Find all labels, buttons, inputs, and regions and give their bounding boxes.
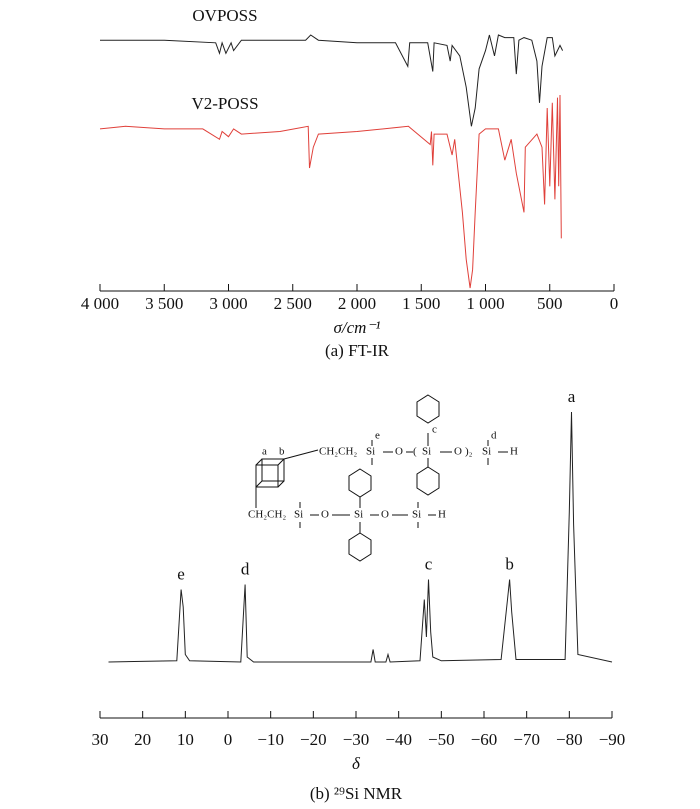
x-tick-label: −50 xyxy=(428,730,455,749)
x-tick-label: 10 xyxy=(177,730,194,749)
x-tick-label: −80 xyxy=(556,730,583,749)
atom-label: CH₂CH₂ xyxy=(319,446,357,458)
atom-label: O xyxy=(395,446,403,458)
phenyl xyxy=(416,394,440,424)
atom-label: O xyxy=(454,446,462,458)
series-label: OVPOSS xyxy=(192,6,257,25)
series-label: V2-POSS xyxy=(191,94,258,113)
x-tick-label: 3 000 xyxy=(209,294,247,313)
atom-label: Si xyxy=(422,446,431,458)
atom-label: a xyxy=(262,446,267,458)
x-tick-label: −90 xyxy=(599,730,626,749)
x-tick-label: 2 000 xyxy=(338,294,376,313)
x-tick-label: 2 500 xyxy=(274,294,312,313)
atom-label: Si xyxy=(366,446,375,458)
peak-label: b xyxy=(505,554,514,573)
x-tick-label: 3 500 xyxy=(145,294,183,313)
atom-label: O xyxy=(381,509,389,521)
atom-label: Si xyxy=(294,509,303,521)
atom-label: H xyxy=(438,509,446,521)
atom-label: )₂ xyxy=(465,446,473,458)
x-axis-label: σ/cm⁻¹ xyxy=(334,318,381,337)
bond xyxy=(283,449,319,460)
spectrum-line xyxy=(100,34,564,127)
phenyl xyxy=(416,466,440,496)
atom-label: CH₂CH₂ xyxy=(248,509,286,521)
caption: (a) FT-IR xyxy=(325,341,390,360)
peak-label: c xyxy=(425,554,433,573)
cube xyxy=(255,458,285,488)
atom-label: Si xyxy=(354,509,363,521)
x-tick-label: −70 xyxy=(513,730,540,749)
caption: (b) ²⁹Si NMR xyxy=(310,784,403,803)
atom-label: H xyxy=(510,446,518,458)
atom-label: d xyxy=(491,430,497,442)
x-axis-label: δ xyxy=(352,754,361,773)
x-tick-label: 0 xyxy=(224,730,233,749)
atom-label: e xyxy=(375,430,380,442)
peak-label: a xyxy=(568,387,576,406)
x-tick-label: −60 xyxy=(471,730,498,749)
atom-label: O xyxy=(321,509,329,521)
x-tick-label: −30 xyxy=(343,730,370,749)
peak-label: e xyxy=(177,564,185,583)
phenyl xyxy=(348,532,372,562)
x-tick-label: 1 000 xyxy=(466,294,504,313)
atom-label: b xyxy=(279,446,285,458)
x-tick-label: 4 000 xyxy=(81,294,119,313)
structure: a b CH₂CH₂ Si e O ( Si c O )₂ Si d H CH₂… xyxy=(248,394,518,562)
x-tick-label: 30 xyxy=(92,730,109,749)
atom-label: Si xyxy=(412,509,421,521)
phenyl xyxy=(348,468,372,498)
x-tick-label: −10 xyxy=(257,730,284,749)
atom-label: ( xyxy=(413,446,417,458)
x-tick-label: 1 500 xyxy=(402,294,440,313)
spectrum-line xyxy=(99,94,562,289)
atom-label: c xyxy=(432,424,437,436)
spectrum-line xyxy=(108,411,613,663)
atom-label: Si xyxy=(482,446,491,458)
x-tick-label: 0 xyxy=(610,294,619,313)
x-tick-label: −20 xyxy=(300,730,327,749)
peak-label: d xyxy=(241,559,250,578)
x-tick-label: 20 xyxy=(134,730,151,749)
x-tick-label: 500 xyxy=(537,294,563,313)
x-tick-label: −40 xyxy=(385,730,412,749)
